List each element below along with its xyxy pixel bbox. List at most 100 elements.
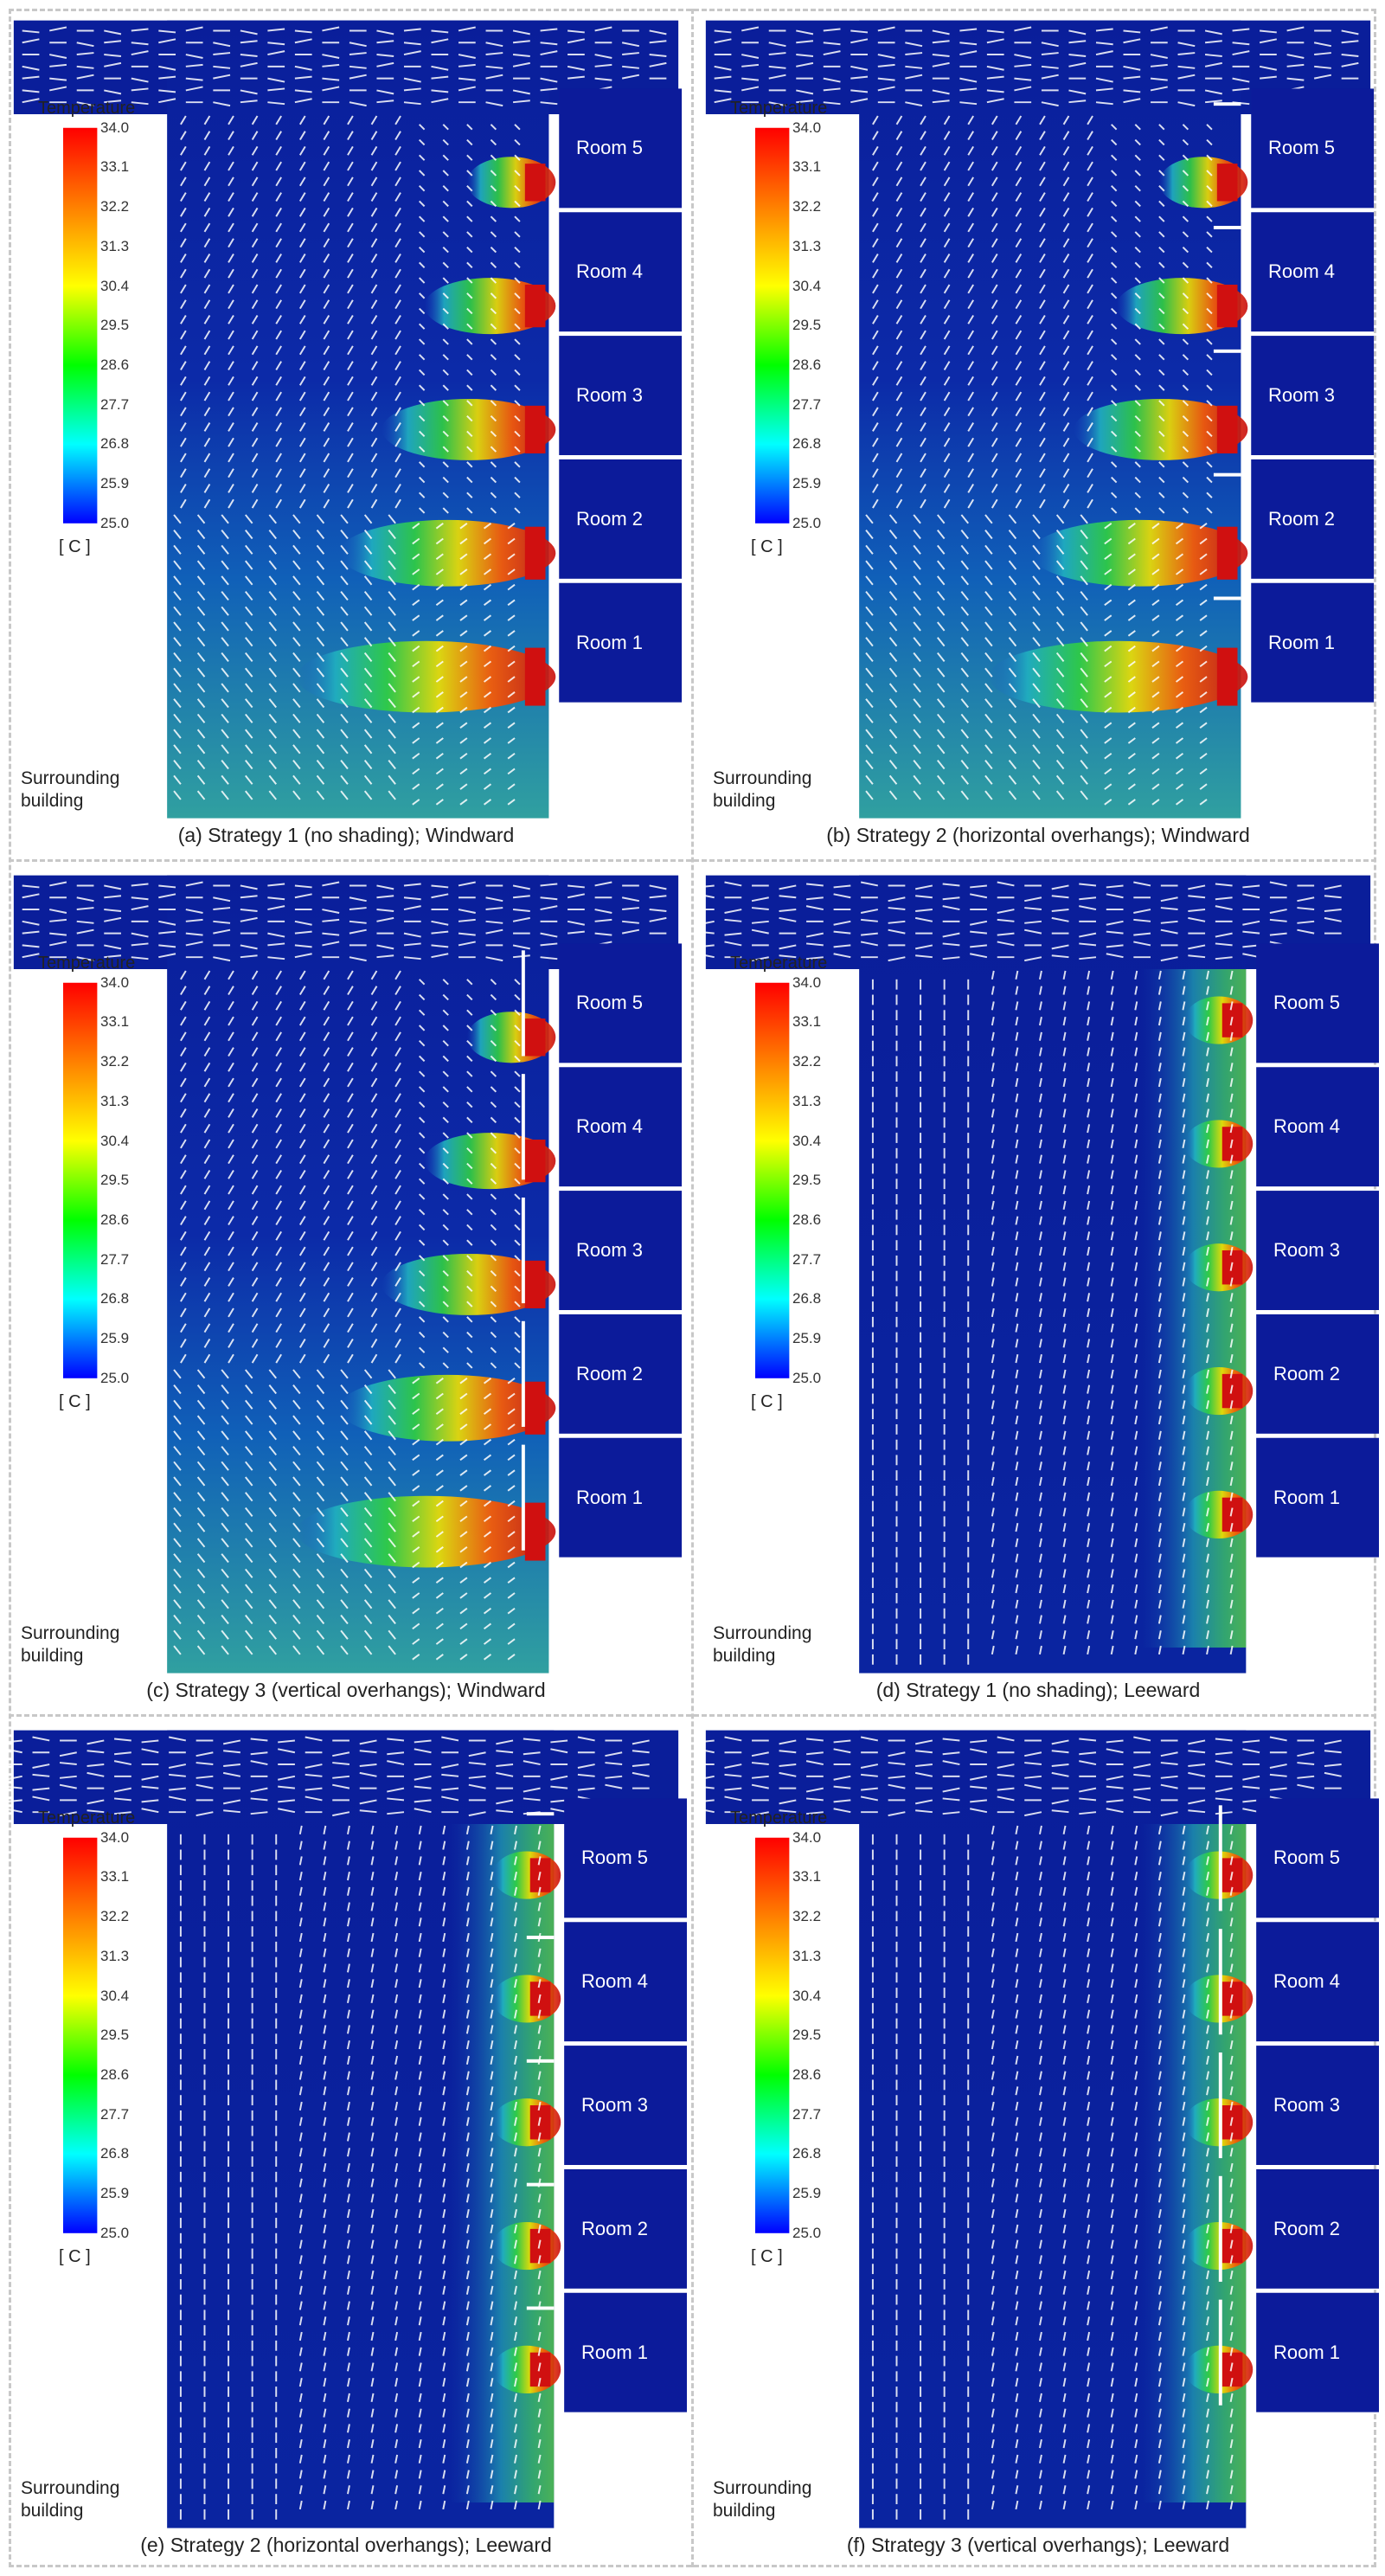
panel-e: Temperature 34.0 33.1 32.2 31.3 30.4 29.5 28.6 2… [0, 1710, 692, 2562]
colorbar-title: Temperature [730, 954, 828, 973]
colorbar-tick-label: 27.7 [100, 395, 130, 413]
room-box [1256, 1191, 1379, 1310]
colorbar-tick-label: 26.8 [792, 2145, 822, 2162]
room-box [1251, 336, 1375, 455]
surrounding-building-label: Surrounding building [713, 768, 812, 811]
room-label: Room 1 [1273, 1486, 1341, 1508]
room-box [559, 943, 683, 1063]
room-label: Room 4 [1273, 1970, 1341, 1993]
room-label: Room 1 [576, 1486, 644, 1508]
room-label: Room 5 [581, 1847, 649, 1869]
colorbar-title: Temperature [38, 1808, 136, 1828]
room-label: Room 4 [581, 1970, 649, 1993]
room-label: Room 4 [1273, 1115, 1341, 1138]
panel-e-plot [4, 1730, 687, 2528]
colorbar-tick-label: 34.0 [792, 119, 822, 136]
room-label: Room 1 [1273, 2341, 1341, 2363]
room-label: Room 2 [1273, 1362, 1341, 1384]
colorbar-tick-label: 32.2 [100, 1908, 130, 1925]
colorbar-tick-label: 30.4 [100, 1132, 130, 1149]
room-label: Room 5 [576, 992, 644, 1014]
room-box [564, 1798, 687, 1918]
colorbar-tick-label: 27.7 [792, 2105, 822, 2123]
surrounding-building-label: Surrounding building [713, 1622, 812, 1666]
colorbar-unit: [ C ] [751, 1391, 783, 1411]
room-box [1256, 1798, 1379, 1918]
panel-f: Temperature 34.0 33.1 32.2 31.3 30.4 29.5 28.6 2… [692, 1710, 1384, 2562]
room-label: Room 5 [1273, 992, 1341, 1014]
colorbar-tick-label: 26.8 [792, 1290, 822, 1307]
room-label: Room 4 [576, 260, 644, 283]
velocity-vectors [696, 1736, 1342, 2520]
colorbar [62, 127, 98, 524]
colorbar-tick-label: 32.2 [100, 1053, 130, 1070]
panel-d-plot [696, 875, 1379, 1673]
colorbar-tick-label: 33.1 [792, 1013, 822, 1031]
room-label: Room 4 [1268, 260, 1336, 283]
room-box [1256, 1922, 1379, 2042]
colorbar-tick-label: 30.4 [100, 277, 130, 294]
panel-caption: (c) Strategy 3 (vertical overhangs); Win… [146, 1679, 546, 1701]
room-box [1251, 88, 1375, 209]
colorbar-tick-label: 31.3 [792, 237, 822, 254]
colorbar-tick-label: 34.0 [792, 973, 822, 991]
panel-caption: (e) Strategy 2 (horizontal overhangs); L… [140, 2534, 552, 2556]
colorbar-tick-label: 25.0 [100, 514, 130, 531]
colorbar-tick-label: 32.2 [792, 1908, 822, 1925]
colorbar-tick-label: 25.0 [792, 1369, 822, 1386]
panel-c: Temperature 34.0 33.1 32.2 31.3 30.4 29.5 28.6 2… [0, 855, 692, 1707]
colorbar-tick-label: 27.7 [100, 1250, 130, 1268]
room-label: Room 2 [576, 507, 644, 530]
colorbar-tick-label: 26.8 [100, 1290, 130, 1307]
colorbar-unit: [ C ] [751, 536, 783, 556]
colorbar-tick-label: 33.1 [100, 1013, 130, 1031]
room-box [559, 582, 683, 703]
room-label: Room 3 [1268, 384, 1336, 407]
panel-a-plot [13, 20, 683, 819]
colorbar-tick-label: 32.2 [792, 1053, 822, 1070]
rooms [559, 943, 683, 1558]
room-label: Room 1 [581, 2341, 649, 2363]
colorbar-tick-label: 25.9 [792, 1330, 822, 1347]
colorbar-tick-label: 27.7 [792, 1250, 822, 1268]
room-box [1251, 212, 1375, 332]
room-box [559, 212, 683, 332]
colorbar-tick-label: 25.0 [792, 514, 822, 531]
room-box [1256, 2292, 1379, 2412]
shading-devices [521, 950, 525, 1551]
colorbar-title: Temperature [38, 99, 136, 119]
colorbar-unit: [ C ] [59, 2246, 91, 2266]
colorbar [62, 982, 98, 1378]
room-box [559, 1437, 683, 1558]
flow-domain [705, 1730, 1371, 2528]
room-box [564, 2168, 687, 2289]
colorbar-tick-label: 31.3 [792, 1947, 822, 1964]
room-box [564, 2292, 687, 2412]
colorbar-tick-label: 25.9 [100, 475, 130, 492]
colorbar-tick-label: 27.7 [792, 395, 822, 413]
colorbar-tick-label: 30.4 [792, 1132, 822, 1149]
room-label: Room 3 [576, 1239, 644, 1262]
colorbar-tick-label: 29.5 [100, 2027, 130, 2044]
surrounding-building-label: Surrounding building [713, 2477, 812, 2521]
room-box [1256, 1314, 1379, 1434]
panel-c-plot [13, 875, 683, 1673]
colorbar-tick-label: 32.2 [100, 198, 130, 215]
room-box [564, 2046, 687, 2165]
temperature-plumes [1184, 1851, 1254, 2393]
panel-caption: (d) Strategy 1 (no shading); Leeward [875, 1679, 1201, 1701]
colorbar-tick-label: 28.6 [792, 2065, 822, 2083]
room-box [1256, 2046, 1379, 2165]
room-label: Room 1 [576, 631, 644, 653]
velocity-vectors [696, 881, 1342, 1665]
colorbar-tick-label: 30.4 [792, 277, 822, 294]
shading-devices [1213, 102, 1241, 601]
velocity-vectors [22, 881, 667, 1661]
colorbar-tick-label: 25.9 [792, 2185, 822, 2202]
velocity-vectors [22, 26, 667, 806]
colorbar-tick-label: 31.3 [100, 237, 130, 254]
temperature-plumes [296, 157, 556, 713]
panel-caption: (b) Strategy 2 (horizontal overhangs); W… [826, 824, 1250, 846]
panel-f-plot [696, 1730, 1379, 2528]
colorbar-tick-label: 26.8 [100, 435, 130, 453]
